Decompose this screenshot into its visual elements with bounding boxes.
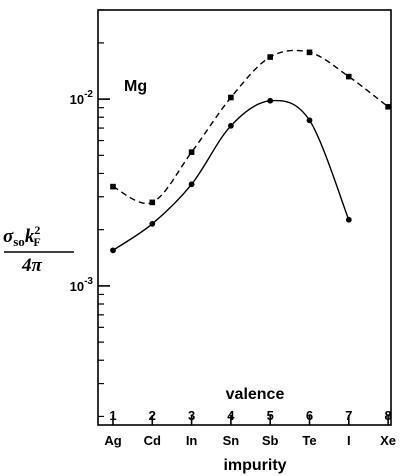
ylabel-denominator: 4π [21, 255, 43, 276]
data-point-s1-te [306, 117, 313, 124]
y-tick-label-1: 10-3 [70, 276, 94, 294]
x-tick-label-sn: Sn [223, 433, 240, 448]
x-tick-label-cd: Cd [144, 433, 161, 448]
chart-annotation: Mg [124, 78, 147, 95]
x-tick-label-xe: Xe [380, 433, 396, 448]
data-point-s1-in [188, 181, 195, 188]
valence-tick-label-1: 2 [149, 408, 156, 423]
valence-tick-label-2: 3 [188, 408, 195, 423]
valence-tick-label-6: 7 [345, 408, 352, 423]
y-axis-label: σsok2 F 4π [3, 223, 74, 276]
y-tick-label-0: 10-2 [70, 89, 94, 107]
data-point-s1-cd [149, 220, 156, 227]
data-point-s1-ag [110, 247, 116, 254]
valence-tick-label-0: 1 [109, 408, 116, 423]
x-tick-label-te: Te [302, 433, 316, 448]
series-line-0 [112, 49, 389, 205]
data-point-s0-ag [110, 183, 116, 190]
data-point-s1-i [345, 216, 352, 223]
plot-frame [97, 9, 392, 426]
ylabel-sub-f: F [33, 235, 40, 249]
x-axis-title: impurity [223, 457, 286, 474]
valence-tick-label-5: 6 [306, 408, 313, 423]
x-tick-label-ag: Ag [104, 433, 121, 448]
data-point-s0-cd [149, 199, 156, 206]
x-tick-label-sb: Sb [262, 433, 279, 448]
x-tick-label-i: I [347, 433, 351, 448]
data-point-s1-sb [267, 97, 274, 104]
data-point-s0-i [346, 73, 352, 80]
data-point-s0-sn [228, 94, 234, 101]
data-point-s0-sb [267, 54, 273, 60]
valence-tick-label-4: 5 [267, 408, 274, 423]
x-tick-label-in: In [186, 433, 198, 448]
ylabel-k: k [25, 226, 35, 247]
valence-tick-label-7: 8 [384, 408, 391, 423]
valence-tick-label-3: 4 [227, 408, 235, 423]
top-axis-title: valence [226, 386, 285, 403]
data-point-s1-sn [228, 122, 234, 129]
ylabel-sup-2: 2 [34, 223, 40, 237]
data-point-s0-te [306, 49, 313, 56]
data-point-s0-in [188, 149, 195, 155]
ylabel-sub-so: so [13, 234, 25, 249]
ylabel-sigma: σ [3, 226, 14, 247]
data-point-s0-xe [385, 103, 391, 110]
